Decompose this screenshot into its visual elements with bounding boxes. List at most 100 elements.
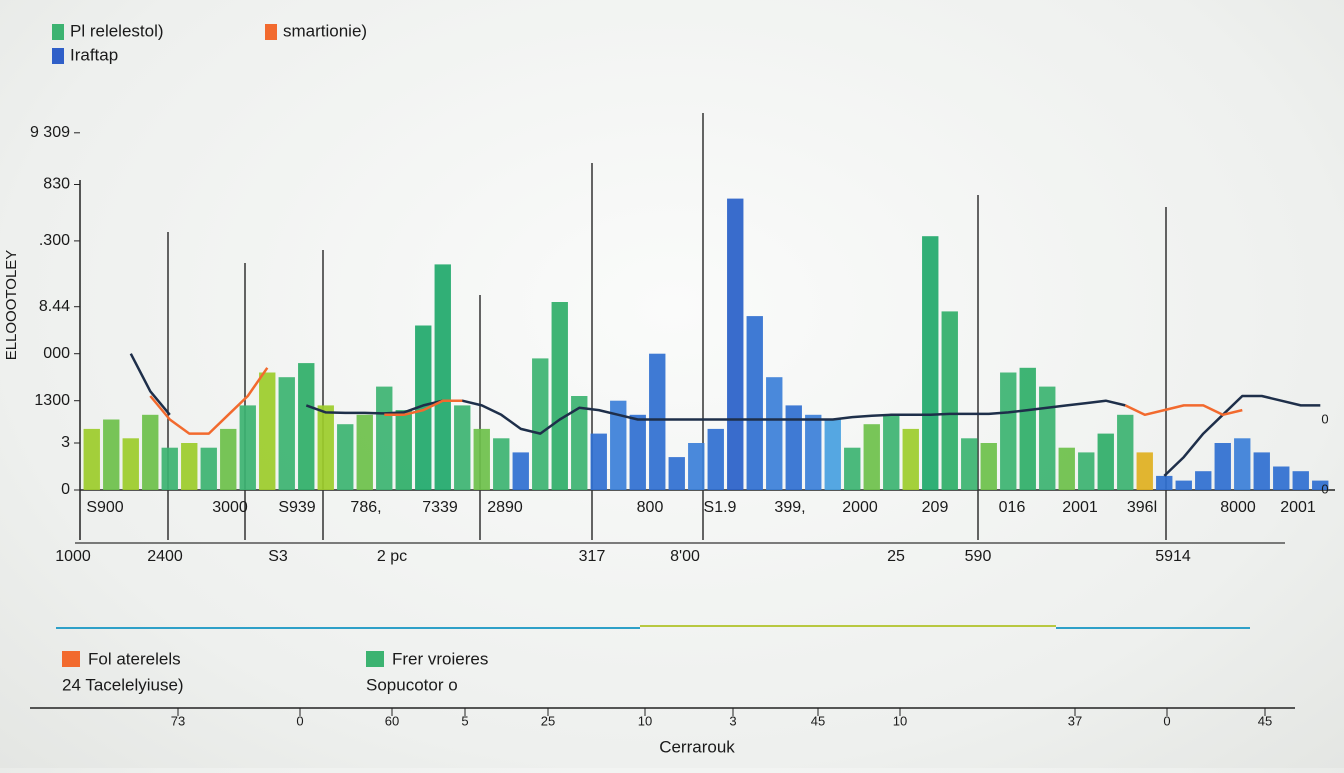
bottom-tick-label: 45 [1258, 713, 1272, 728]
bar [434, 264, 451, 490]
x-tick-label: 209 [922, 499, 949, 516]
legend-sublabel: 24 Tacelelyiuse) [62, 675, 184, 694]
bar [395, 410, 412, 490]
bar [532, 358, 549, 490]
legend-label: Fol aterelels [88, 649, 181, 668]
x-tick-label: 2890 [487, 499, 523, 516]
bar [356, 414, 373, 490]
x-tick-label: 25 [887, 548, 905, 565]
bottom-tick-label: 60 [385, 713, 399, 728]
bar [1312, 480, 1329, 490]
y-tick-label: .300 [39, 232, 70, 249]
bar [1019, 367, 1036, 490]
line-series [149, 367, 269, 435]
bar [1117, 414, 1134, 490]
bar [1234, 438, 1251, 490]
bottom-tick-label: 0 [296, 713, 303, 728]
bottom-tick-label: 3 [729, 713, 736, 728]
bar [239, 405, 256, 490]
bar [1175, 480, 1192, 490]
bar [1156, 475, 1173, 490]
bottom-tick-label: 10 [893, 713, 907, 728]
bar [707, 428, 724, 490]
bar [1136, 452, 1153, 490]
bar [766, 377, 783, 490]
legend-label: Iraftap [70, 45, 118, 64]
bar [298, 363, 315, 490]
x-tick-label: 8'00 [670, 548, 700, 565]
bottom-tick-label: 5 [461, 713, 468, 728]
bottom-tick-label: 10 [638, 713, 652, 728]
bar [883, 414, 900, 490]
bar [415, 325, 432, 490]
bar [103, 419, 120, 490]
bottom-axis-title: Cerrarouk [659, 737, 735, 756]
bar [161, 447, 178, 490]
legend-sublabel: Sopucotor o [366, 675, 458, 694]
y-axis-label: ELLOOOTOLEY [3, 250, 20, 361]
bar [220, 428, 237, 490]
bar [1097, 433, 1114, 490]
x-tick-label: 2001 [1062, 499, 1098, 516]
bar [902, 428, 919, 490]
bar [1058, 447, 1075, 490]
bar [649, 353, 666, 490]
bar [668, 457, 685, 490]
bar [1253, 452, 1270, 490]
y-tick-label: 000 [43, 345, 70, 362]
bar [551, 302, 568, 490]
bar [746, 316, 763, 490]
x-tick-label: 5914 [1155, 548, 1191, 565]
legend-swatch [62, 651, 80, 667]
bar [181, 443, 198, 490]
bar [493, 438, 510, 490]
bar [376, 386, 393, 490]
bar [337, 424, 354, 490]
legend-swatch [52, 24, 64, 40]
legend-label: Frer vroieres [392, 649, 488, 668]
bar [961, 438, 978, 490]
x-tick-label: S1.9 [704, 499, 737, 516]
bar [142, 414, 159, 490]
bar [922, 236, 939, 490]
bottom-tick-label: 45 [811, 713, 825, 728]
legend-swatch [265, 24, 277, 40]
legend-swatch [366, 651, 384, 667]
x-tick-label: S3 [268, 548, 288, 565]
bar [1214, 443, 1231, 490]
x-tick-label: 3000 [212, 499, 248, 516]
line-series [384, 399, 463, 417]
bar [1273, 466, 1290, 490]
bar [83, 428, 100, 490]
bar [512, 452, 529, 490]
bar [844, 447, 861, 490]
bar [1039, 386, 1056, 490]
right-label: 0 [1321, 481, 1328, 496]
bar [200, 447, 217, 490]
x-tick-label: S939 [278, 499, 315, 516]
bar [980, 443, 997, 490]
x-tick-label: 317 [579, 548, 606, 565]
bar [259, 372, 276, 490]
x-tick-label: 016 [999, 499, 1026, 516]
bar [727, 198, 744, 490]
bottom-tick-label: 73 [171, 713, 185, 728]
right-label: 0 [1321, 411, 1328, 426]
legend-label: smartionie) [283, 21, 367, 40]
bar [473, 428, 490, 490]
line-series [1163, 394, 1321, 477]
bar [1078, 452, 1095, 490]
y-tick-label: 8.44 [39, 298, 70, 315]
x-tick-label: 590 [965, 548, 992, 565]
bar [629, 414, 646, 490]
bar [805, 414, 822, 490]
bar [610, 400, 627, 490]
x-tick-label: 1000 [55, 548, 91, 565]
bottom-tick-label: 0 [1163, 713, 1170, 728]
bar [941, 311, 958, 490]
bottom-tick-label: 25 [541, 713, 555, 728]
bar [1000, 372, 1017, 490]
bar [688, 443, 705, 490]
bar [454, 405, 471, 490]
